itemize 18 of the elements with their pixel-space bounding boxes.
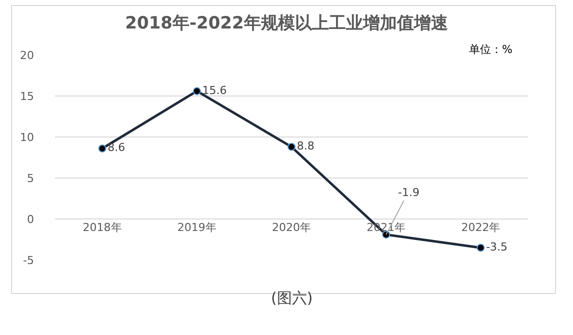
data-label: -1.9	[398, 186, 420, 199]
data-label: -3.5	[486, 240, 508, 254]
text: (图六)	[271, 289, 313, 307]
x-tick-label: 2019年	[177, 221, 216, 234]
chart-title: 2018年-2022年规模以上工业增加值增速	[125, 14, 448, 34]
y-tick-label: 15	[20, 90, 34, 103]
x-tick-label: 2022年	[461, 221, 500, 234]
y-tick-label: -5	[23, 254, 34, 267]
data-label: 8.6	[108, 141, 126, 154]
data-label: 15.6	[202, 84, 227, 97]
x-tick-label: 2020年	[272, 221, 311, 234]
y-tick-label: 20	[20, 48, 34, 62]
x-tick-label: 2018年	[82, 221, 122, 234]
y-tick-label: 5	[27, 172, 34, 185]
y-tick-label: 0	[27, 212, 34, 226]
data-label: 8.8	[296, 140, 314, 153]
y-tick-label: 10	[20, 130, 34, 144]
annotation: 单位：%	[469, 43, 512, 56]
